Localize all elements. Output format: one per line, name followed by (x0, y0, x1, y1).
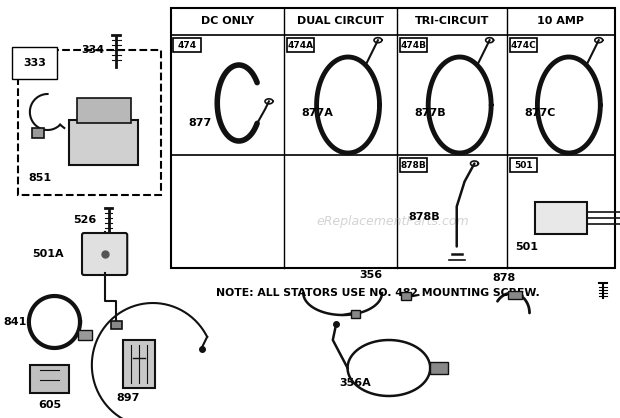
Bar (400, 158, 427, 172)
Text: 501: 501 (515, 161, 533, 170)
Text: 474B: 474B (401, 41, 427, 49)
Text: 605: 605 (38, 400, 61, 410)
Bar (69, 120, 138, 165)
Bar (18, 50, 161, 195)
Text: 356: 356 (360, 270, 383, 280)
Bar (510, 158, 538, 172)
Text: DC ONLY: DC ONLY (200, 16, 254, 26)
Bar (510, 38, 538, 52)
FancyBboxPatch shape (82, 233, 127, 275)
Text: NOTE: ALL STATORS USE NO. 482 MOUNTING SCREW.: NOTE: ALL STATORS USE NO. 482 MOUNTING S… (216, 288, 540, 298)
Bar (536, 201, 587, 234)
Text: 897: 897 (117, 393, 140, 403)
Text: 878B: 878B (409, 212, 440, 222)
Bar (32, 128, 43, 138)
Text: 877B: 877B (414, 108, 446, 118)
Bar (174, 38, 201, 52)
Text: DUAL CIRCUIT: DUAL CIRCUIT (297, 16, 384, 26)
Text: 841: 841 (4, 317, 27, 327)
Text: 878: 878 (492, 273, 515, 283)
Text: TRI-CIRCUIT: TRI-CIRCUIT (415, 16, 489, 26)
Text: 526: 526 (74, 215, 97, 225)
Text: 501: 501 (515, 242, 538, 252)
Bar (401, 292, 410, 300)
Bar (430, 362, 448, 374)
Text: 877C: 877C (525, 108, 556, 118)
Text: 10 AMP: 10 AMP (538, 16, 585, 26)
Bar (508, 291, 521, 299)
Text: 877A: 877A (301, 108, 333, 118)
Bar (286, 38, 314, 52)
Bar (350, 310, 360, 318)
Text: 474: 474 (178, 41, 197, 49)
Text: 333: 333 (23, 58, 46, 68)
Text: 501A: 501A (33, 249, 64, 259)
Text: 877: 877 (188, 118, 211, 128)
Bar (78, 330, 92, 340)
Bar (400, 38, 427, 52)
Text: 851: 851 (28, 173, 51, 183)
Text: 334: 334 (81, 45, 105, 55)
Text: 878B: 878B (401, 161, 427, 170)
Text: eReplacementParts.com: eReplacementParts.com (316, 215, 469, 228)
Bar (77, 98, 131, 123)
Text: 356A: 356A (340, 378, 371, 388)
Text: 474A: 474A (287, 41, 313, 49)
Text: 474C: 474C (511, 41, 536, 49)
Bar (110, 321, 122, 329)
Bar (170, 8, 615, 268)
Bar (30, 365, 69, 393)
Bar (123, 340, 155, 388)
